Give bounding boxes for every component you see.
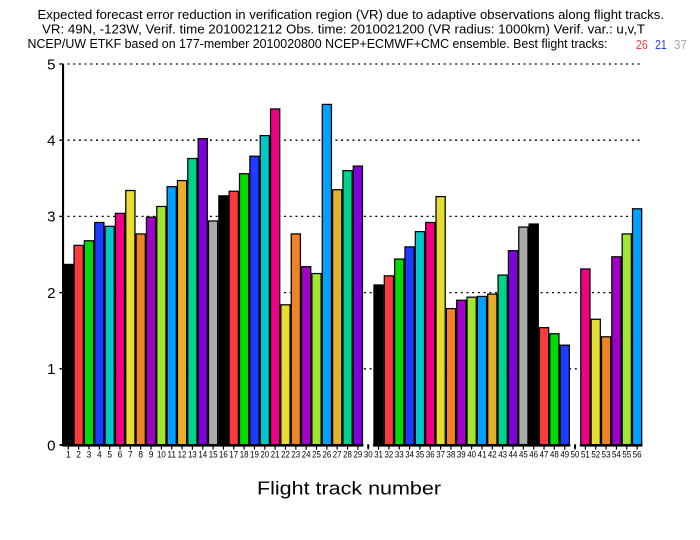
svg-text:37: 37	[436, 450, 445, 461]
svg-text:12: 12	[178, 450, 187, 461]
svg-text:15: 15	[209, 450, 218, 461]
svg-text:Flight track number: Flight track number	[257, 479, 441, 499]
svg-text:3: 3	[47, 209, 55, 226]
svg-text:3: 3	[87, 450, 92, 461]
svg-text:0: 0	[47, 437, 55, 454]
svg-text:28: 28	[343, 450, 352, 461]
svg-text:39: 39	[457, 450, 466, 461]
svg-text:9: 9	[149, 450, 154, 461]
svg-text:1: 1	[47, 361, 55, 378]
svg-text:49: 49	[560, 450, 569, 461]
svg-text:5: 5	[107, 450, 112, 461]
svg-text:21: 21	[271, 450, 280, 461]
svg-text:11: 11	[167, 450, 176, 461]
svg-text:52: 52	[591, 450, 600, 461]
svg-text:14: 14	[198, 450, 207, 461]
svg-text:41: 41	[478, 450, 487, 461]
svg-text:17: 17	[229, 450, 238, 461]
svg-text:29: 29	[353, 450, 362, 461]
svg-text:42: 42	[488, 450, 497, 461]
svg-text:37: 37	[674, 37, 687, 52]
svg-text:10: 10	[157, 450, 166, 461]
svg-text:2: 2	[76, 450, 81, 461]
svg-text:VR: 49N, -123W, Verif. time 20: VR: 49N, -123W, Verif. time 2010021212 O…	[42, 22, 645, 37]
svg-text:47: 47	[540, 450, 549, 461]
svg-text:50: 50	[571, 450, 580, 461]
svg-text:44: 44	[509, 450, 518, 461]
svg-text:40: 40	[467, 450, 476, 461]
svg-text:36: 36	[426, 450, 435, 461]
svg-text:16: 16	[219, 450, 228, 461]
svg-text:46: 46	[529, 450, 538, 461]
svg-text:54: 54	[612, 450, 621, 461]
svg-text:5: 5	[47, 56, 55, 73]
svg-text:18: 18	[240, 450, 249, 461]
svg-text:2: 2	[47, 285, 55, 302]
svg-text:48: 48	[550, 450, 559, 461]
svg-text:43: 43	[498, 450, 507, 461]
svg-text:20: 20	[260, 450, 269, 461]
svg-text:4: 4	[47, 133, 55, 150]
svg-text:51: 51	[581, 450, 590, 461]
svg-text:1: 1	[66, 450, 71, 461]
svg-text:32: 32	[385, 450, 394, 461]
svg-text:35: 35	[416, 450, 425, 461]
svg-text:Expected forecast error reduct: Expected forecast error reduction in ver…	[38, 7, 665, 22]
svg-text:26: 26	[636, 37, 648, 52]
svg-text:26: 26	[322, 450, 331, 461]
svg-text:4: 4	[97, 450, 102, 461]
svg-text:24: 24	[302, 450, 311, 461]
svg-text:6: 6	[118, 450, 123, 461]
svg-text:31: 31	[374, 450, 383, 461]
svg-text:22: 22	[281, 450, 290, 461]
svg-text:34: 34	[405, 450, 414, 461]
svg-text:38: 38	[447, 450, 456, 461]
svg-text:56: 56	[633, 450, 642, 461]
svg-text:8: 8	[138, 450, 143, 461]
svg-text:NCEP/UW ETKF based on 177-memb: NCEP/UW ETKF based on 177-member 2010020…	[28, 36, 608, 51]
svg-text:19: 19	[250, 450, 259, 461]
svg-text:27: 27	[333, 450, 342, 461]
svg-text:30: 30	[364, 450, 373, 461]
svg-text:25: 25	[312, 450, 321, 461]
svg-text:13: 13	[188, 450, 197, 461]
svg-text:45: 45	[519, 450, 528, 461]
svg-text:21: 21	[655, 37, 667, 52]
svg-text:23: 23	[291, 450, 300, 461]
svg-text:53: 53	[602, 450, 611, 461]
svg-text:7: 7	[128, 450, 133, 461]
svg-text:55: 55	[622, 450, 631, 461]
svg-text:33: 33	[395, 450, 404, 461]
